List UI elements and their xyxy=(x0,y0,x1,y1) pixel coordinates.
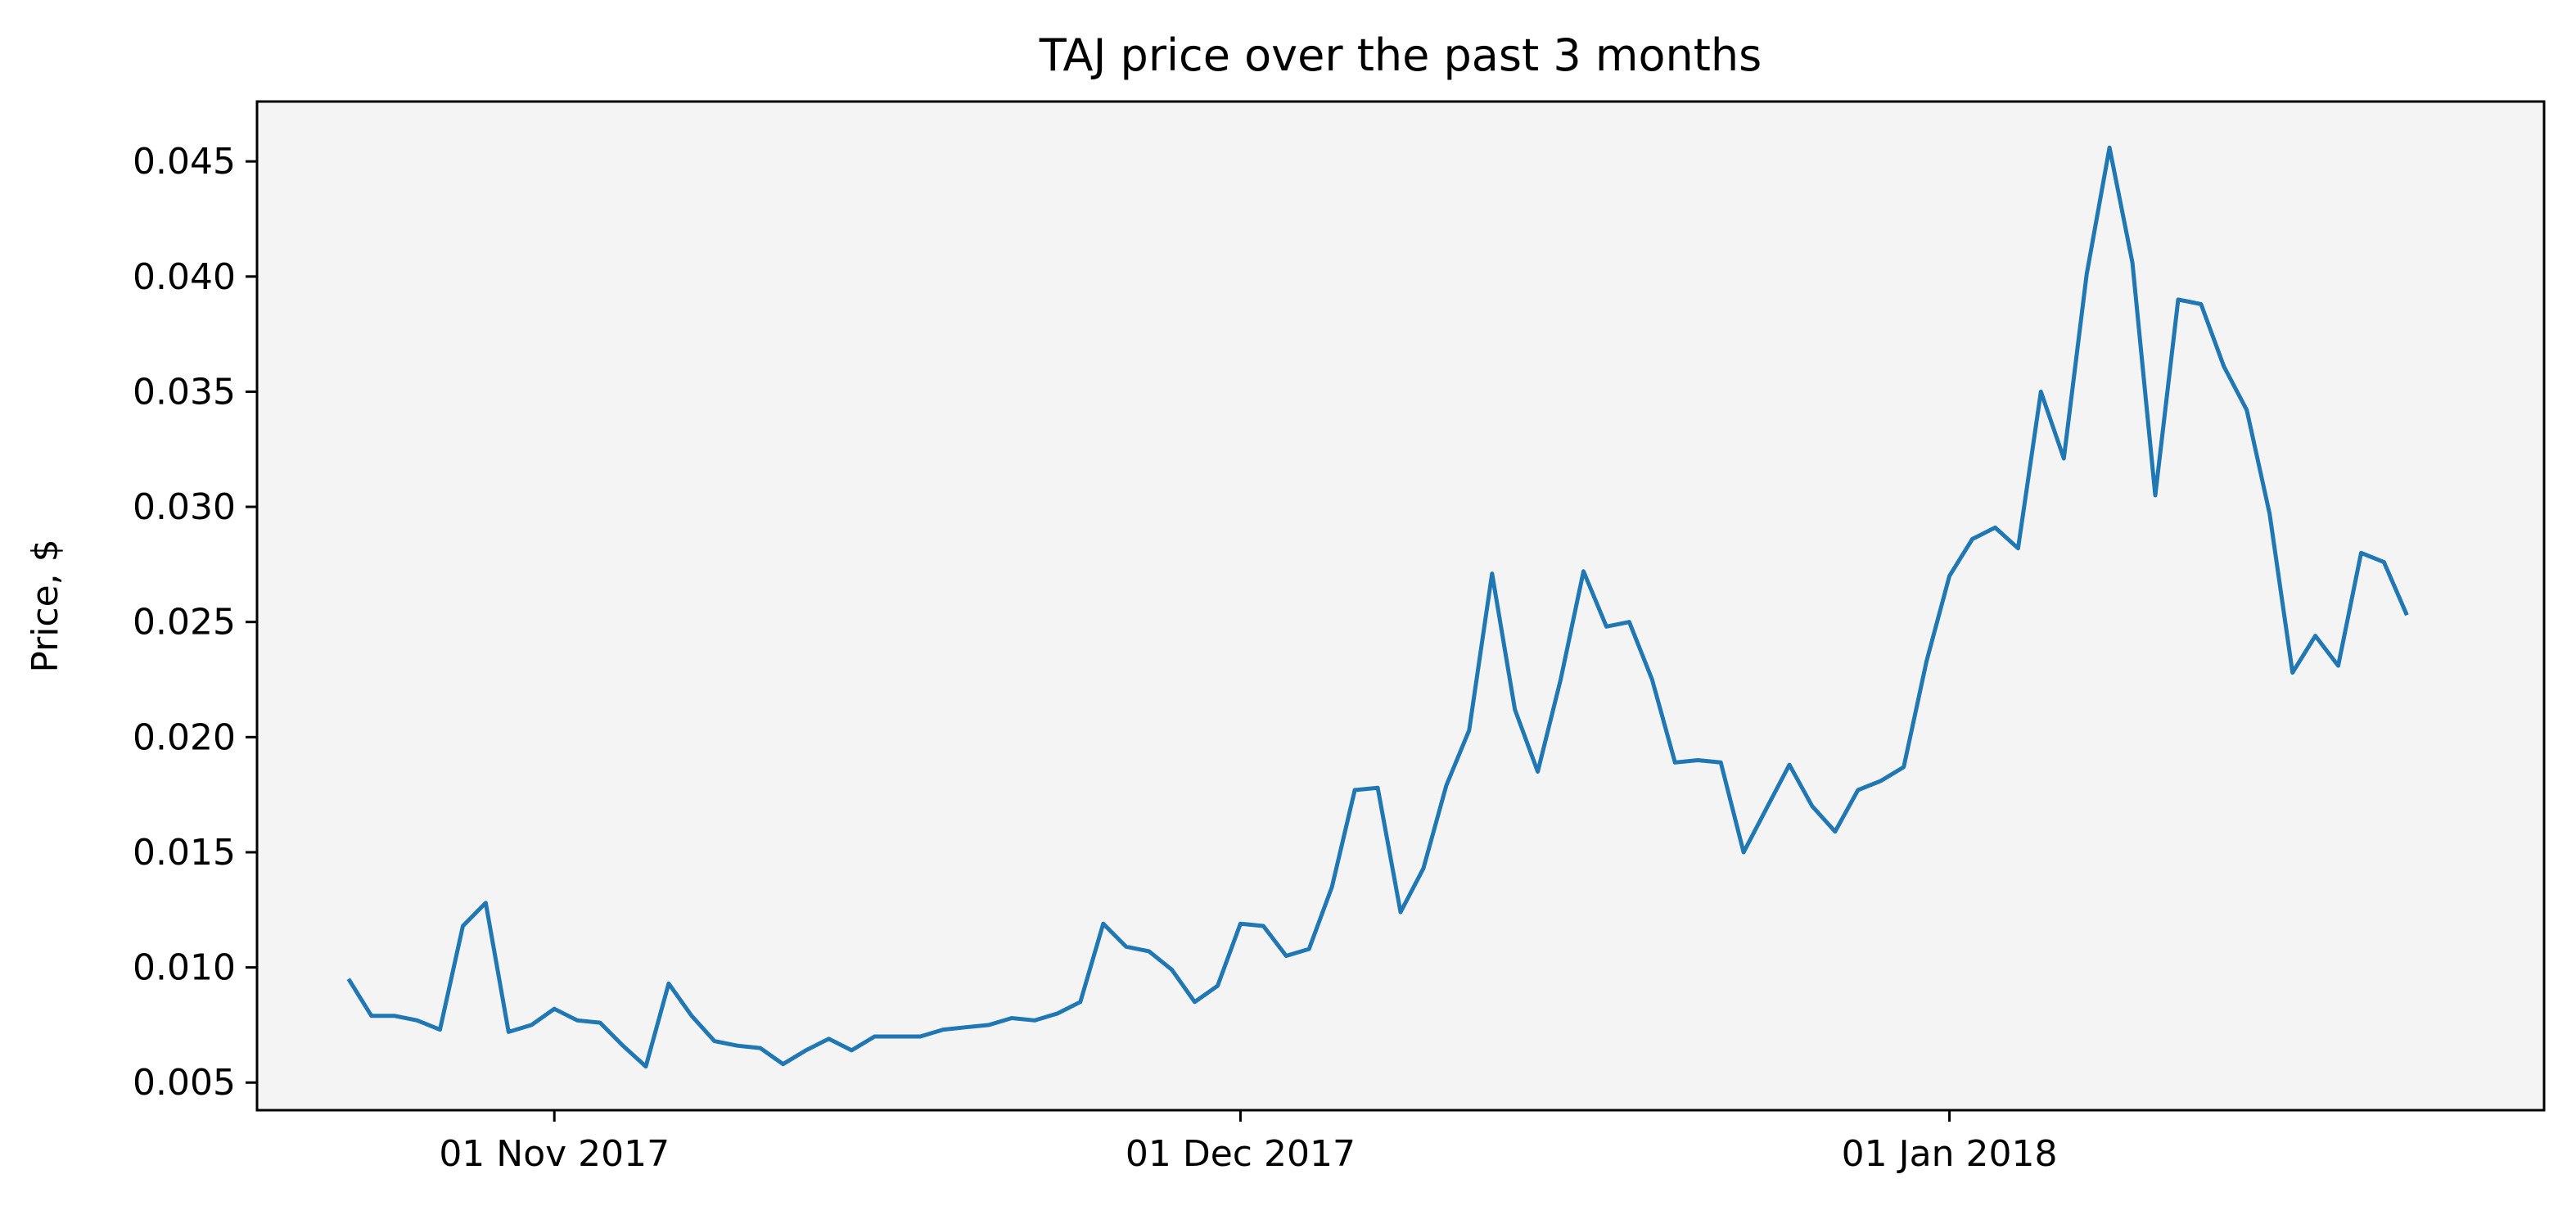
x-axis-ticks: 01 Nov 2017 01 Dec 2017 01 Jan 2018 xyxy=(439,1110,2057,1175)
y-tick-label: 0.030 xyxy=(133,486,236,528)
x-tick-label: 01 Nov 2017 xyxy=(439,1133,670,1175)
plot-background xyxy=(257,102,2544,1110)
y-tick-label: 0.045 xyxy=(133,141,236,183)
x-tick-label: 01 Dec 2017 xyxy=(1126,1133,1356,1175)
plot-frame xyxy=(255,100,2546,1112)
x-tick-label: 01 Jan 2018 xyxy=(1842,1133,2058,1175)
y-axis-ticks: 0.005 0.010 0.015 0.020 0.025 0.030 0.035 0.040… xyxy=(133,141,257,1104)
chart-title: TAJ price over the past 3 months xyxy=(1039,29,1762,81)
y-tick-label: 0.025 xyxy=(133,602,236,644)
y-tick-label: 0.040 xyxy=(133,256,236,298)
y-axis-label: Price, $ xyxy=(25,539,66,672)
y-tick-label: 0.005 xyxy=(133,1062,236,1104)
y-tick-label: 0.010 xyxy=(133,947,236,989)
y-tick-label: 0.015 xyxy=(133,832,236,874)
price-series-line xyxy=(346,145,2409,1069)
y-tick-label: 0.035 xyxy=(133,371,236,413)
y-tick-label: 0.020 xyxy=(133,716,236,758)
